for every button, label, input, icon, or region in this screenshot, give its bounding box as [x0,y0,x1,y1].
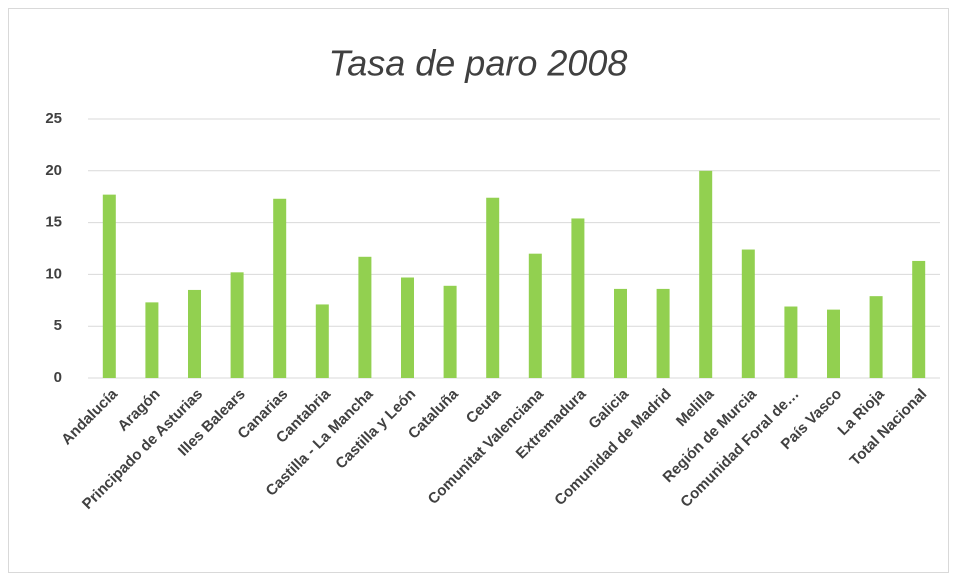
bar [315,304,329,378]
bar [102,194,116,378]
bar [528,253,542,378]
bar [741,249,755,378]
y-tick-label: 20 [45,162,62,179]
bar [358,256,372,378]
bar [230,272,244,378]
bar [571,218,585,378]
y-tick-label: 0 [54,369,62,386]
bar [188,289,201,378]
bar [401,277,414,378]
bar [699,170,713,378]
bar [912,260,926,378]
y-tick-label: 10 [45,265,62,282]
bar [656,288,670,378]
bar [827,309,840,378]
bar [869,296,883,378]
bar [614,288,627,378]
chart-frame [8,8,949,573]
bar [784,306,798,378]
y-tick-label: 15 [45,214,62,231]
y-tick-label: 5 [54,317,62,334]
y-tick-label: 25 [45,110,62,127]
bar [443,285,457,378]
bar [486,197,500,378]
bar [145,302,159,378]
chart-title: Tasa de paro 2008 [329,43,628,84]
bar [273,198,287,378]
